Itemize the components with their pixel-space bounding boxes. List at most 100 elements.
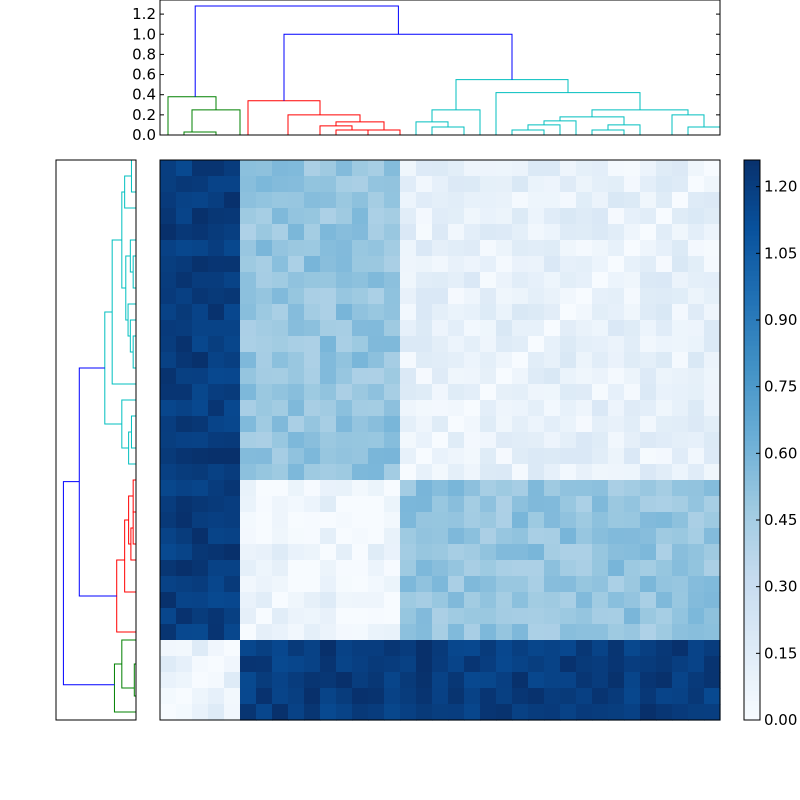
heatmap-cell xyxy=(496,608,513,625)
heatmap-cell xyxy=(544,208,561,225)
heatmap-cell xyxy=(272,560,289,577)
heatmap-cell xyxy=(352,432,369,449)
heatmap-cell xyxy=(656,336,673,353)
heatmap-cell xyxy=(512,480,529,497)
heatmap-cell xyxy=(384,272,401,289)
heatmap-cell xyxy=(640,368,657,385)
heatmap-cell xyxy=(208,672,225,689)
heatmap-cell xyxy=(688,656,705,673)
heatmap-cell xyxy=(528,384,545,401)
heatmap-cell xyxy=(528,688,545,705)
colorbar-segment xyxy=(744,645,760,651)
heatmap-cell xyxy=(224,544,241,561)
heatmap-cell xyxy=(176,656,193,673)
heatmap-cell xyxy=(496,704,513,721)
heatmap-cell xyxy=(672,672,689,689)
colorbar-segment xyxy=(744,525,760,531)
heatmap-cell xyxy=(192,352,209,369)
heatmap-cell xyxy=(672,384,689,401)
heatmap-cell xyxy=(272,368,289,385)
heatmap-cell xyxy=(656,256,673,273)
heatmap-cell xyxy=(208,464,225,481)
heatmap-cell xyxy=(384,256,401,273)
heatmap-cell xyxy=(288,160,305,177)
heatmap-cell xyxy=(336,272,353,289)
heatmap-cell xyxy=(432,224,449,241)
heatmap-cell xyxy=(192,704,209,721)
heatmap-cell xyxy=(176,672,193,689)
heatmap-cell xyxy=(352,480,369,497)
heatmap-cell xyxy=(160,704,177,721)
heatmap-cell xyxy=(512,192,529,209)
heatmap-cell xyxy=(384,368,401,385)
heatmap-cell xyxy=(704,544,721,561)
dendrogram-link xyxy=(194,5,399,97)
heatmap-cell xyxy=(256,208,273,225)
colorbar-segment xyxy=(744,205,760,211)
heatmap-cell xyxy=(672,544,689,561)
heatmap-cell xyxy=(672,624,689,641)
heatmap-cell xyxy=(464,496,481,513)
heatmap-cell xyxy=(704,592,721,609)
heatmap-cell xyxy=(528,400,545,417)
heatmap-cell xyxy=(496,400,513,417)
heatmap-cell xyxy=(592,592,609,609)
heatmap-cell xyxy=(288,480,305,497)
heatmap-cell xyxy=(288,384,305,401)
heatmap-cell xyxy=(288,608,305,625)
colorbar-segment xyxy=(744,220,760,226)
heatmap-cell xyxy=(688,368,705,385)
heatmap-cell xyxy=(352,608,369,625)
heatmap-cell xyxy=(608,512,625,529)
heatmap-cell xyxy=(304,688,321,705)
heatmap-cell xyxy=(704,480,721,497)
heatmap-cell xyxy=(224,240,241,257)
heatmap-cell xyxy=(336,544,353,561)
colorbar: 0.00 0.15 0.30 0.45 0.60 0.75 0.90 1.05 1.20 xyxy=(743,159,797,729)
heatmap-cell xyxy=(688,512,705,529)
heatmap-cell xyxy=(656,400,673,417)
heatmap-cell xyxy=(704,368,721,385)
heatmap-cell xyxy=(288,688,305,705)
heatmap-cell xyxy=(208,448,225,465)
heatmap-cell xyxy=(640,448,657,465)
heatmap-cell xyxy=(224,160,241,177)
heatmap-cell xyxy=(688,592,705,609)
heatmap-cell xyxy=(608,288,625,305)
heatmap-cell xyxy=(224,224,241,241)
heatmap-cell xyxy=(544,560,561,577)
heatmap-cell xyxy=(160,288,177,305)
heatmap-cell xyxy=(496,320,513,337)
heatmap-cell xyxy=(688,432,705,449)
heatmap-cell xyxy=(272,288,289,305)
heatmap-cell xyxy=(560,368,577,385)
heatmap-cell xyxy=(272,656,289,673)
heatmap-cell xyxy=(544,528,561,545)
heatmap-cell xyxy=(704,192,721,209)
heatmap-cell xyxy=(656,512,673,529)
heatmap-cell xyxy=(304,416,321,433)
heatmap-cell xyxy=(592,544,609,561)
colorbar-segment xyxy=(744,165,760,171)
heatmap-cell xyxy=(240,640,257,657)
heatmap-cell xyxy=(704,256,721,273)
heatmap-cell xyxy=(320,544,337,561)
heatmap-cell xyxy=(368,528,385,545)
heatmap-cell xyxy=(272,304,289,321)
heatmap-cell xyxy=(224,432,241,449)
colorbar-segment xyxy=(744,190,760,196)
heatmap-cell xyxy=(672,176,689,193)
heatmap-cell xyxy=(416,224,433,241)
heatmap-cell xyxy=(592,704,609,721)
heatmap-cell xyxy=(272,224,289,241)
heatmap-cell xyxy=(272,192,289,209)
heatmap-cell xyxy=(464,528,481,545)
heatmap-cell xyxy=(528,448,545,465)
heatmap-cell xyxy=(176,224,193,241)
colorbar-segment xyxy=(744,605,760,611)
heatmap-cell xyxy=(592,576,609,593)
colorbar-tick-label: 0.15 xyxy=(764,644,797,662)
heatmap-cell xyxy=(192,496,209,513)
heatmap-cell xyxy=(272,480,289,497)
heatmap-cell xyxy=(640,464,657,481)
